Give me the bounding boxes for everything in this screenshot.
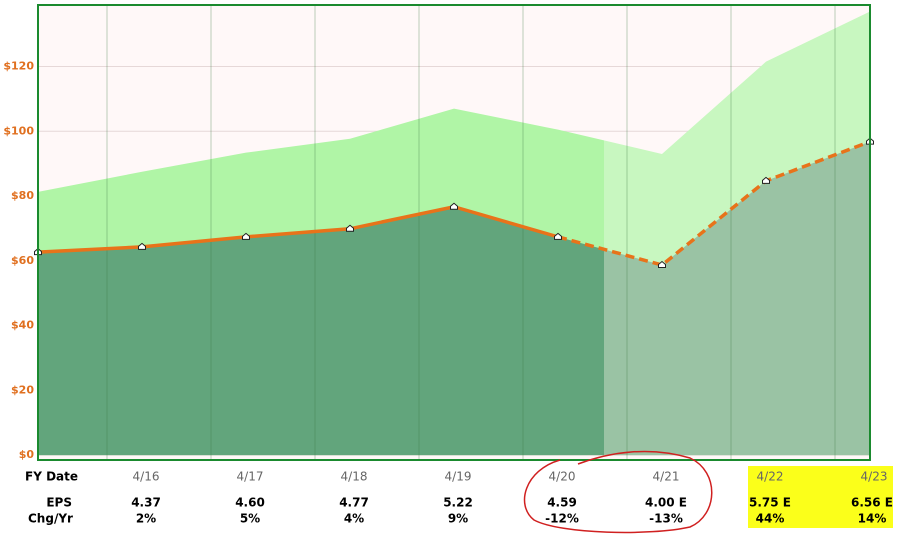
eps-line — [37, 204, 559, 254]
point-marker — [658, 260, 666, 269]
change-value: 9% — [448, 512, 468, 526]
eps-value: 4.60 — [235, 496, 265, 510]
x-tick-label: 4/22 — [757, 470, 784, 484]
y-tick-label: $60 — [11, 254, 34, 267]
x-tick-label: 4/19 — [445, 470, 472, 484]
y-tick-label: $20 — [11, 383, 34, 396]
change-value: -13% — [649, 512, 683, 526]
y-tick-label: $40 — [11, 319, 34, 332]
row-label: EPS — [46, 496, 72, 510]
eps-value: 5.75 E — [749, 496, 791, 510]
x-tick-label: 4/20 — [549, 470, 576, 484]
eps-value: 4.37 — [131, 496, 161, 510]
annotation-circle — [523, 450, 713, 534]
row-label: FY Date — [25, 470, 78, 484]
areas — [38, 11, 870, 456]
x-tick-label: 4/23 — [861, 470, 888, 484]
x-tick-label: 4/17 — [237, 470, 264, 484]
eps-value: 4.00 E — [645, 496, 687, 510]
y-tick-label: $120 — [3, 60, 34, 73]
eps-value: 5.22 — [443, 496, 473, 510]
change-value: -12% — [545, 512, 579, 526]
point-marker — [450, 202, 458, 210]
eps-value: 4.77 — [339, 496, 369, 510]
row-label: Chg/Yr — [28, 512, 73, 526]
change-value: 44% — [756, 512, 785, 526]
change-value: 5% — [240, 512, 260, 526]
point-marker — [762, 176, 770, 184]
x-tick-label: 4/16 — [133, 470, 160, 484]
change-value: 14% — [858, 512, 887, 526]
highlight — [748, 466, 893, 528]
eps-line-estimate — [557, 140, 871, 267]
x-tick-label: 4/18 — [341, 470, 368, 484]
lower-area — [604, 141, 870, 456]
lower-area — [38, 206, 604, 456]
lines — [34, 137, 874, 269]
point-marker — [138, 242, 146, 250]
point-marker — [346, 224, 354, 232]
point-marker — [554, 232, 562, 240]
eps-value: 4.59 — [547, 496, 577, 510]
y-tick-label: $0 — [19, 448, 35, 461]
eps-value: 6.56 E — [851, 496, 893, 510]
x-tick-label: 4/21 — [653, 470, 680, 484]
change-value: 4% — [344, 512, 364, 526]
y-tick-label: $80 — [11, 189, 34, 202]
y-tick-label: $100 — [3, 124, 34, 137]
change-value: 2% — [136, 512, 156, 526]
point-marker — [242, 232, 250, 240]
labels: $0 $20 $40 $60 $80 $100 $120 FY Date EPS Chg/Yr 4/… — [3, 60, 893, 526]
plot-border — [37, 4, 871, 461]
